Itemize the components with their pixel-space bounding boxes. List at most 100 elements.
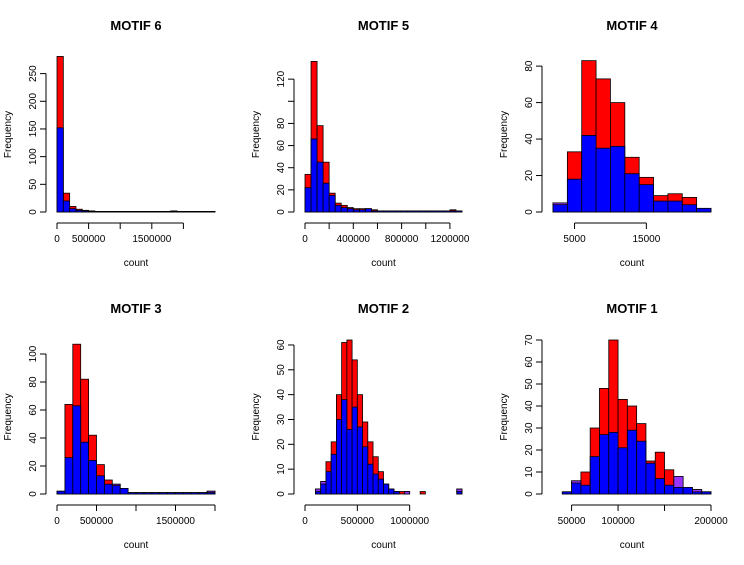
bars xyxy=(56,56,216,213)
panel-title: MOTIF 3 xyxy=(110,301,161,316)
histogram-bar xyxy=(170,211,178,213)
histogram-bar xyxy=(383,483,390,495)
histogram-bar xyxy=(388,488,395,495)
histogram-bar xyxy=(654,478,665,495)
histogram-bar xyxy=(151,211,159,213)
y-tick-label: 150 xyxy=(28,120,39,137)
histogram-bar xyxy=(175,492,184,495)
x-axis-label: count xyxy=(371,258,396,269)
histogram-bar xyxy=(198,492,208,495)
histogram-bar xyxy=(653,200,669,213)
histogram-bar xyxy=(62,200,71,213)
histogram-bar xyxy=(80,441,89,495)
y-axis-label: Frequency xyxy=(3,393,14,440)
histogram-bar xyxy=(581,135,597,213)
histogram-bar xyxy=(561,491,572,495)
histogram-bar xyxy=(75,209,83,213)
histogram-bar xyxy=(176,211,184,213)
histogram-bar xyxy=(304,187,312,213)
histogram-bar xyxy=(383,210,390,213)
panel-title: MOTIF 4 xyxy=(606,18,658,33)
histogram-bar xyxy=(667,200,683,213)
panel-1: MOTIF 6 0 500000 1500000 0 50 100 150 200 250 coun… xyxy=(3,18,216,269)
histogram-bar xyxy=(182,492,192,495)
y-tick-label: 100 xyxy=(28,148,39,165)
histogram-bar xyxy=(159,492,168,495)
histogram-bar xyxy=(72,405,82,495)
histogram-bar xyxy=(681,204,698,213)
histogram-bar-overlap xyxy=(552,202,568,206)
histogram-bar xyxy=(372,473,379,495)
bars xyxy=(561,339,712,495)
histogram-bar xyxy=(364,208,372,213)
histogram-bar xyxy=(645,462,656,495)
y-tick-label: 20 xyxy=(276,438,287,450)
y-tick-label: 40 xyxy=(524,133,535,145)
y-axis-label: Frequency xyxy=(499,111,510,158)
histogram-bar xyxy=(81,210,89,213)
bars xyxy=(304,61,463,213)
y-tick-label: 80 xyxy=(524,60,535,72)
histogram-bar xyxy=(69,208,77,213)
histogram-bar xyxy=(566,178,583,213)
histogram-bar xyxy=(201,211,210,213)
x-tick-label: 15000 xyxy=(632,234,660,245)
y-tick-label: 120 xyxy=(276,70,287,87)
histogram-bar xyxy=(88,459,97,495)
histogram-bar xyxy=(624,173,640,213)
histogram-bar xyxy=(195,211,203,213)
y-tick-label: 60 xyxy=(276,140,287,152)
y-tick-label: 250 xyxy=(28,65,39,82)
histogram-bar-overlap xyxy=(571,480,582,484)
y-tick-label: 60 xyxy=(28,404,39,416)
histogram-bar xyxy=(94,211,102,213)
histogram-bar-overlap xyxy=(320,481,327,485)
histogram-bar xyxy=(56,490,66,495)
y-tick-label: 30 xyxy=(524,422,535,434)
histogram-bar-overlap xyxy=(692,489,703,493)
histogram-bar xyxy=(413,210,421,213)
histogram-bar-overlap xyxy=(404,491,411,495)
y-tick-label: 50 xyxy=(524,378,535,390)
histogram-bar xyxy=(96,475,105,495)
x-tick-label: 0 xyxy=(54,516,60,527)
histogram-bar xyxy=(138,211,146,213)
y-tick-label: 0 xyxy=(276,491,287,497)
histogram-bar xyxy=(316,161,324,213)
x-tick-label: 100000 xyxy=(601,516,635,527)
histogram-bar xyxy=(208,211,216,213)
histogram-bar xyxy=(608,431,619,495)
histogram-bar xyxy=(330,453,337,495)
histogram-bar xyxy=(682,486,693,495)
histogram-bar xyxy=(334,204,342,213)
y-tick-label: 60 xyxy=(276,339,287,351)
histogram-bar xyxy=(189,211,197,213)
histogram-bar xyxy=(617,447,628,495)
histogram-bar xyxy=(107,211,115,213)
x-tick-label: 0 xyxy=(54,234,60,245)
y-tick-label: 80 xyxy=(276,117,287,129)
histogram-bar xyxy=(190,492,200,495)
y-tick-label: 40 xyxy=(276,389,287,401)
y-tick-label: 20 xyxy=(524,444,535,456)
panel-title: MOTIF 2 xyxy=(358,301,409,316)
histogram-bar xyxy=(389,210,396,213)
histogram-bar xyxy=(358,209,366,213)
y-tick-label: 0 xyxy=(524,491,535,497)
histogram-bar xyxy=(443,210,451,213)
histogram-bar xyxy=(126,211,134,213)
y-axis-label: Frequency xyxy=(499,393,510,440)
histogram-bar xyxy=(182,211,191,213)
histogram-bar xyxy=(610,145,626,213)
histogram-bar xyxy=(626,429,638,495)
histogram-bar xyxy=(143,492,153,495)
histogram-bar xyxy=(398,491,405,495)
histogram-bar xyxy=(352,209,360,213)
y-tick-label: 70 xyxy=(524,334,535,346)
y-tick-label: 10 xyxy=(276,463,287,475)
panel-5: MOTIF 2 0 500000 1000000 0 10 20 30 40 50 60 count F… xyxy=(251,301,463,551)
histogram-bar xyxy=(113,211,121,213)
histogram-bar xyxy=(341,399,348,495)
histogram-bar xyxy=(340,207,348,213)
